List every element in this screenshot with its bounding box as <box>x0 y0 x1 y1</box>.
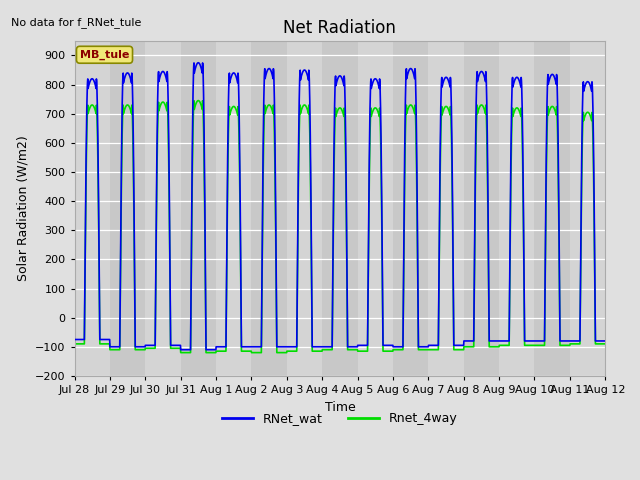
Bar <box>180 41 216 376</box>
Bar <box>322 41 358 376</box>
Line: RNet_wat: RNet_wat <box>74 63 605 350</box>
RNet_wat <box>356 342 364 348</box>
Bar <box>499 41 534 376</box>
RNet_wat <box>219 344 227 349</box>
Bar <box>358 41 393 376</box>
Rnet_4way <box>570 341 577 347</box>
RNet_wat <box>495 338 502 344</box>
Bar <box>570 41 605 376</box>
Text: MB_tule: MB_tule <box>80 49 129 60</box>
RNet_wat <box>570 338 577 344</box>
RNet_wat <box>195 60 202 66</box>
Bar <box>252 41 287 376</box>
Bar <box>464 41 499 376</box>
Rnet_4way <box>219 348 227 354</box>
Title: Net Radiation: Net Radiation <box>284 19 396 36</box>
RNet_wat <box>602 338 609 344</box>
Bar <box>287 41 322 376</box>
Bar <box>74 41 110 376</box>
Rnet_4way <box>356 348 364 354</box>
Rnet_4way <box>555 218 563 224</box>
Rnet_4way <box>177 350 184 356</box>
Rnet_4way <box>495 344 502 349</box>
Line: Rnet_4way: Rnet_4way <box>74 101 605 353</box>
Bar <box>428 41 464 376</box>
Bar <box>145 41 180 376</box>
Y-axis label: Solar Radiation (W/m2): Solar Radiation (W/m2) <box>17 135 29 281</box>
Bar <box>534 41 570 376</box>
Rnet_4way <box>195 98 202 104</box>
RNet_wat <box>367 76 375 82</box>
Rnet_4way <box>602 341 609 347</box>
Bar <box>110 41 145 376</box>
RNet_wat <box>555 200 563 205</box>
Rnet_4way <box>70 341 78 347</box>
RNet_wat <box>70 336 78 342</box>
Bar <box>216 41 252 376</box>
Bar <box>393 41 428 376</box>
Legend: RNet_wat, Rnet_4way: RNet_wat, Rnet_4way <box>217 407 463 430</box>
X-axis label: Time: Time <box>324 400 355 413</box>
Text: No data for f_RNet_tule: No data for f_RNet_tule <box>11 17 141 28</box>
RNet_wat <box>177 347 184 353</box>
Rnet_4way <box>367 105 375 111</box>
